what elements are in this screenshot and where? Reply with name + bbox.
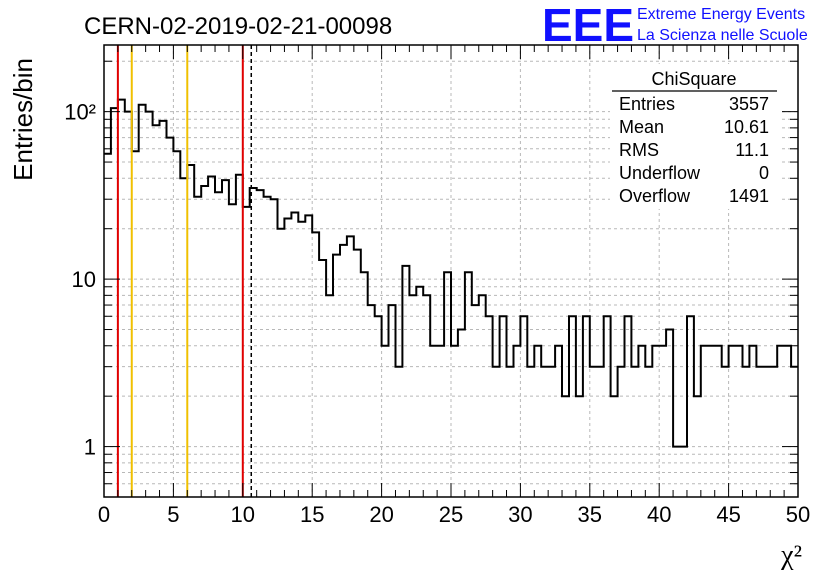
eee-logo: EEE Extreme Energy Events La Scienza nel… [542,0,808,51]
y-axis-ticks: 1 10 10² [64,60,798,485]
stats-row-label: Overflow [619,186,691,206]
stats-row-label: Underflow [619,163,701,183]
x-tick-label: 50 [786,502,810,527]
x-tick-label: 25 [439,502,463,527]
x-tick-label: 20 [369,502,393,527]
stats-row-value: 1491 [729,186,769,206]
x-axis-label: χ² [780,540,802,571]
y-tick-label: 10² [64,100,96,125]
logo-line-1: Extreme Energy Events [637,6,805,23]
stats-row-label: RMS [619,140,659,160]
x-tick-label: 30 [508,502,532,527]
stats-row-label: Entries [619,94,675,114]
stats-row-value: 3557 [729,94,769,114]
x-tick-label: 40 [647,502,671,527]
histogram-step-line [104,98,798,448]
stats-box: ChiSquare Entries 3557 Mean 10.61 RMS 11.1 Und… [610,64,780,209]
x-tick-label: 35 [578,502,602,527]
y-axis-label: Entries/bin [8,58,38,181]
stats-row-value: 10.61 [724,117,769,137]
x-axis-ticks: 0 5 10 15 20 25 30 35 40 45 50 [98,45,810,527]
stats-row-label: Mean [619,117,664,137]
x-tick-label: 45 [716,502,740,527]
stats-rows: Entries 3557 Mean 10.61 RMS 11.1 Underflow 0 Ove… [619,94,769,206]
logo-line-2: La Scienza nelle Scuole [637,27,808,44]
y-tick-label: 10 [72,267,96,292]
x-tick-label: 0 [98,502,110,527]
x-tick-label: 10 [231,502,255,527]
stats-row-value: 0 [759,163,769,183]
reference-lines [116,45,253,497]
logo-letters: EEE [542,0,634,51]
y-tick-label: 1 [84,435,96,460]
x-tick-label: 5 [167,502,179,527]
x-tick-label: 15 [300,502,324,527]
stats-box-title: ChiSquare [651,69,736,89]
chart-title: CERN-02-2019-02-21-00098 [84,13,392,40]
stats-row-value: 11.1 [735,140,769,160]
